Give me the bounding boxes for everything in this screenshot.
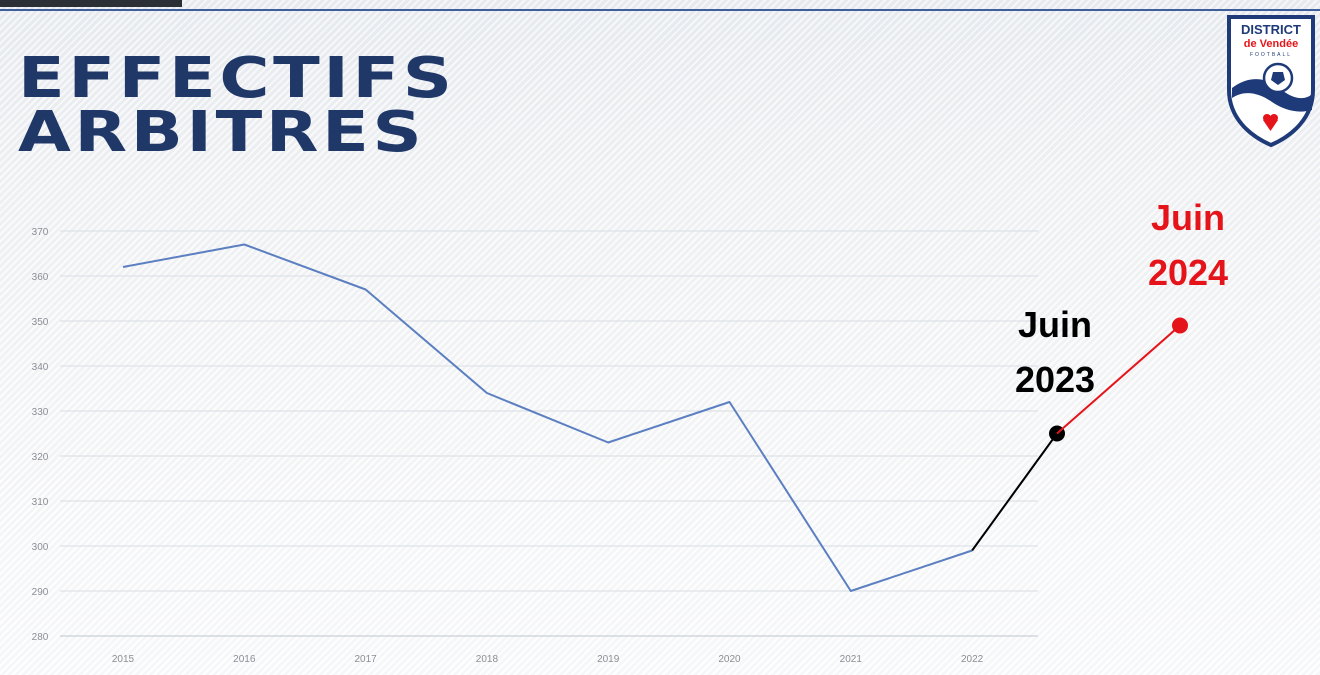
y-tick-label: 280 — [32, 632, 49, 643]
y-tick-label: 340 — [32, 362, 49, 373]
y-tick-label: 330 — [32, 407, 49, 418]
logo-wave-icon — [1232, 79, 1312, 112]
x-tick-label: 2021 — [840, 654, 863, 665]
extension-label-year: 2023 — [1015, 359, 1095, 400]
logo-text-line2: de Vendée — [1244, 38, 1298, 50]
series-line — [122, 243, 973, 592]
x-tick-label: 2020 — [718, 654, 741, 665]
y-tick-label: 320 — [32, 452, 49, 463]
page-title: EFFECTIFS ARBITRES — [18, 46, 456, 165]
vendee-hearts-icon — [1263, 114, 1278, 131]
football-panel — [1271, 72, 1285, 85]
title-line-2: ARBITRES — [18, 100, 426, 165]
extension-line — [1056, 324, 1181, 435]
y-tick-label: 360 — [32, 272, 49, 283]
line-chart: 280 290 300 310 320 330 340 350 360 370 2015 2016 20… — [32, 197, 1228, 665]
extension-label-month: Juin — [1151, 197, 1225, 238]
x-tick-label: 2018 — [476, 654, 499, 665]
x-tick-label: 2015 — [112, 654, 135, 665]
extension-line — [971, 432, 1058, 552]
title-line-1: EFFECTIFS — [18, 46, 456, 111]
x-tick-label: 2019 — [597, 654, 620, 665]
y-tick-label: 290 — [32, 587, 49, 598]
top-image-strip — [0, 0, 182, 7]
logo-text-line3: FOOTBALL — [1250, 52, 1292, 58]
y-tick-label: 310 — [32, 497, 49, 508]
extension-label-month: Juin — [1018, 304, 1092, 345]
extension-label-year: 2024 — [1148, 252, 1228, 293]
y-tick-label: 370 — [32, 227, 49, 238]
y-tick-label: 350 — [32, 317, 49, 328]
y-tick-label: 300 — [32, 542, 49, 553]
x-tick-label: 2016 — [233, 654, 256, 665]
x-tick-label: 2022 — [961, 654, 984, 665]
district-vendee-logo: DISTRICT de Vendée FOOTBALL — [1227, 15, 1315, 148]
top-rule — [0, 9, 1320, 11]
extension-point — [1172, 317, 1188, 334]
x-tick-label: 2017 — [354, 654, 377, 665]
logo-text-line1: DISTRICT — [1241, 22, 1301, 37]
